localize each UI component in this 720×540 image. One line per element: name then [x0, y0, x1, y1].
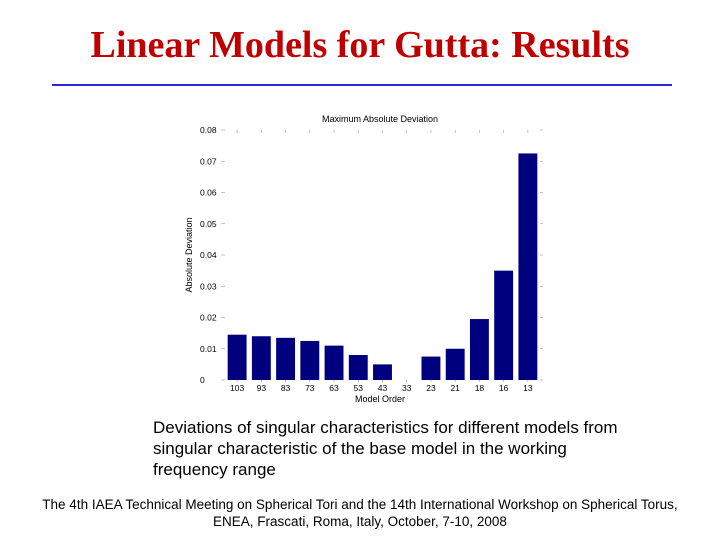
- x-tick-label: 83: [281, 383, 291, 393]
- y-tick-label: 0.07: [200, 156, 217, 166]
- bar: [348, 355, 368, 380]
- bar: [469, 319, 489, 380]
- bar: [421, 356, 441, 380]
- x-tick-label: 18: [475, 383, 485, 393]
- bar: [276, 337, 296, 380]
- y-tick-label: 0.06: [200, 188, 217, 198]
- y-tick-label: 0.01: [200, 344, 217, 354]
- deviation-bar-chart: Maximum Absolute Deviation Absolute Devi…: [184, 114, 543, 404]
- x-tick-label: 13: [523, 383, 533, 393]
- x-tick-label: 43: [378, 383, 388, 393]
- x-tick-label: 33: [402, 383, 412, 393]
- bar: [494, 270, 514, 380]
- bar: [445, 348, 465, 380]
- bar: [324, 345, 344, 380]
- y-tick-label: 0.05: [200, 219, 217, 229]
- x-tick-label: 16: [499, 383, 509, 393]
- x-tick-label: 103: [230, 383, 244, 393]
- slide-title: Linear Models for Gutta: Results: [90, 24, 630, 66]
- y-tick-label: 0.08: [200, 125, 217, 135]
- y-tick-label: 0: [200, 375, 205, 385]
- bar: [251, 336, 271, 380]
- x-tick-label: 63: [329, 383, 339, 393]
- x-tick-label: 23: [426, 383, 436, 393]
- x-tick-label: 53: [354, 383, 364, 393]
- x-tick-label: 93: [257, 383, 267, 393]
- figure-caption: Deviations of singular characteristics f…: [153, 418, 618, 479]
- bar: [373, 364, 392, 380]
- bar: [227, 334, 247, 380]
- y-tick-label: 0.02: [200, 313, 217, 323]
- bar: [300, 340, 320, 380]
- chart-title: Maximum Absolute Deviation: [322, 114, 438, 124]
- x-tick-label: 73: [305, 383, 315, 393]
- y-tick-label: 0.04: [200, 250, 217, 260]
- bar: [518, 153, 538, 380]
- x-tick-label: 21: [450, 383, 460, 393]
- y-tick-label: 0.03: [200, 281, 217, 291]
- slide-footer: The 4th IAEA Technical Meeting on Spheri…: [42, 497, 678, 529]
- y-axis-label: Absolute Deviation: [184, 217, 194, 292]
- x-axis-label: Model Order: [355, 394, 405, 404]
- title-divider: [52, 84, 672, 86]
